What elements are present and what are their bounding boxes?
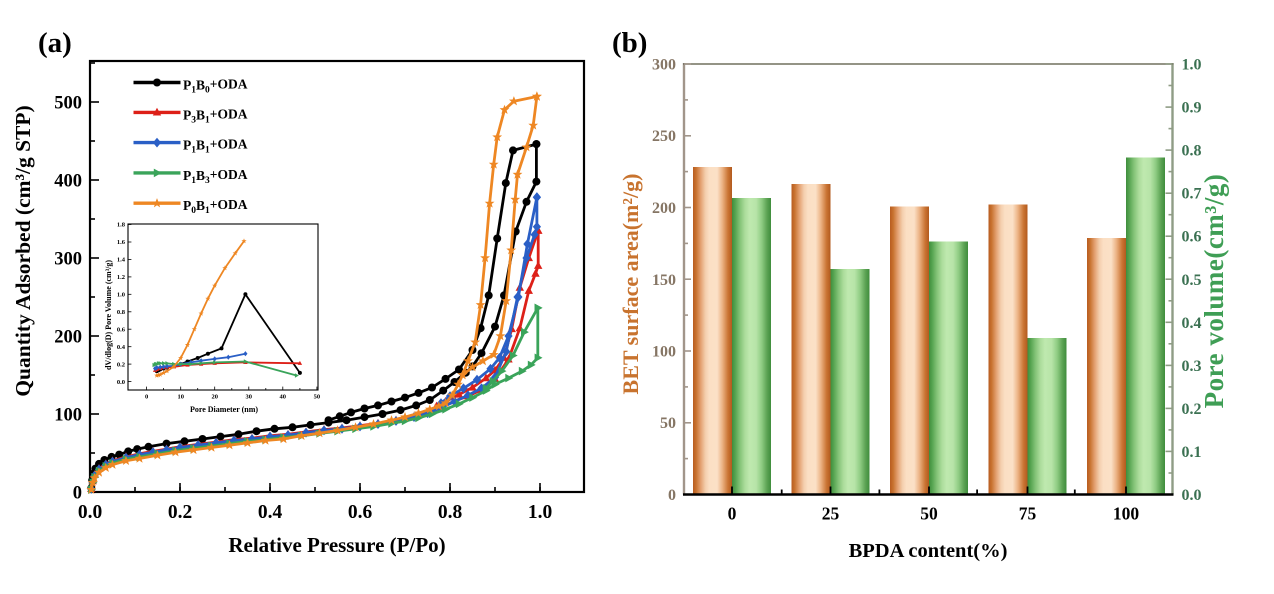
svg-text:BET surface area(m²/g): BET surface area(m²/g) [618,174,643,395]
svg-text:0.2: 0.2 [168,502,192,523]
svg-text:1.6: 1.6 [117,239,126,246]
svg-text:0.0: 0.0 [1182,487,1202,504]
svg-text:0.4: 0.4 [258,502,283,523]
svg-text:0.0: 0.0 [117,379,125,386]
svg-text:30: 30 [246,394,253,401]
svg-text:0.4: 0.4 [117,344,126,351]
svg-text:1.2: 1.2 [117,274,125,281]
svg-text:P1B3+ODA: P1B3+ODA [183,167,248,186]
svg-text:1.0: 1.0 [528,502,552,523]
svg-text:10: 10 [177,394,184,401]
svg-text:0: 0 [145,394,148,401]
svg-text:50: 50 [920,504,938,524]
svg-text:75: 75 [1019,504,1037,524]
svg-text:0.8: 0.8 [1182,143,1202,160]
svg-text:BPDA content(%): BPDA content(%) [849,540,1008,562]
svg-text:0.4: 0.4 [1182,315,1202,332]
svg-text:400: 400 [54,172,82,192]
svg-text:500: 500 [54,94,82,114]
svg-text:1.4: 1.4 [117,257,126,264]
svg-text:100: 100 [1113,504,1140,524]
svg-text:P0B1+ODA: P0B1+ODA [183,197,248,216]
svg-text:50: 50 [660,415,676,432]
svg-text:Relative Pressure (P/Po): Relative Pressure (P/Po) [228,533,445,557]
svg-text:200: 200 [652,200,676,217]
svg-text:P1B0+ODA: P1B0+ODA [183,77,248,96]
svg-text:P1B1+ODA: P1B1+ODA [183,137,248,156]
svg-text:Pore Diameter (nm): Pore Diameter (nm) [190,405,258,414]
svg-text:0.0: 0.0 [78,502,102,523]
svg-text:300: 300 [652,57,676,74]
svg-text:0.6: 0.6 [348,502,373,523]
svg-text:Quantity Adsorbed (cm³/g STP): Quantity Adsorbed (cm³/g STP) [11,105,35,396]
svg-text:300: 300 [54,250,82,270]
svg-text:0.6: 0.6 [117,326,126,333]
svg-text:0.2: 0.2 [117,361,125,368]
svg-text:Pore volume(cm³/g): Pore volume(cm³/g) [1199,174,1229,409]
svg-text:1.0: 1.0 [1182,57,1202,74]
svg-text:250: 250 [652,128,676,145]
svg-text:100: 100 [54,406,82,426]
svg-text:0.7: 0.7 [1182,186,1202,203]
svg-text:0.6: 0.6 [1182,229,1202,246]
svg-text:100: 100 [652,344,676,361]
svg-text:0.9: 0.9 [1182,100,1202,117]
svg-text:P3B1+ODA: P3B1+ODA [183,106,248,125]
svg-text:0.3: 0.3 [1182,358,1202,375]
svg-text:40: 40 [280,394,287,401]
svg-text:0: 0 [728,504,737,524]
svg-text:0.2: 0.2 [1182,401,1202,418]
svg-text:0.8: 0.8 [117,309,126,316]
svg-text:200: 200 [54,328,82,348]
svg-text:0.5: 0.5 [1182,272,1202,289]
svg-text:0.8: 0.8 [438,502,463,523]
svg-text:25: 25 [822,504,840,524]
svg-text:0: 0 [668,487,676,504]
svg-text:1.8: 1.8 [117,222,126,229]
svg-text:0: 0 [73,484,82,504]
svg-text:(a): (a) [38,27,72,59]
svg-text:150: 150 [652,272,676,289]
svg-text:0.1: 0.1 [1182,444,1202,461]
svg-text:dV/dlog(D) Pore Volume (cm³/g): dV/dlog(D) Pore Volume (cm³/g) [104,260,113,370]
svg-text:50: 50 [314,394,321,401]
svg-text:20: 20 [211,394,218,401]
svg-text:1.0: 1.0 [117,292,125,299]
svg-text:(b): (b) [612,27,647,59]
